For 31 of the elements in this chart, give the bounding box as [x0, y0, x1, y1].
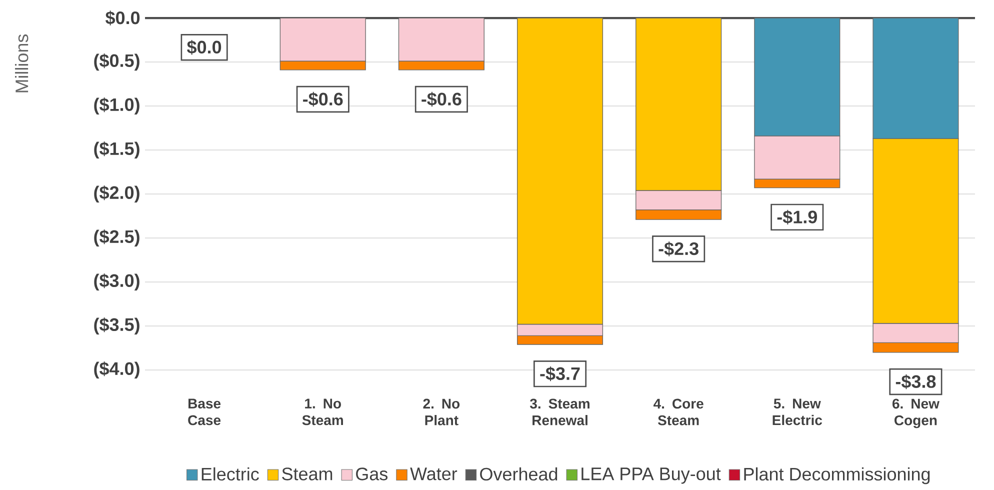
legend-label: LEA PPA Buy-out — [582, 468, 721, 484]
y-tick-label: ($3.5) — [94, 317, 140, 335]
y-tick-label: ($1.0) — [94, 97, 140, 115]
y-axis-title: Millions — [15, 34, 28, 92]
legend-label: Water — [410, 468, 458, 480]
total-label: -$2.3 — [658, 242, 698, 256]
total-label: -$0.6 — [303, 92, 343, 107]
total-label: $0.0 — [187, 40, 222, 55]
x-tick-label: 4. Core Steam — [654, 398, 704, 426]
y-tick-label: ($2.5) — [94, 229, 140, 247]
y-tick-label: ($3.0) — [94, 273, 140, 291]
legend-label: Gas — [356, 468, 388, 480]
x-tick-label: Base Case — [188, 398, 221, 426]
y-tick-label: ($1.5) — [94, 141, 140, 159]
y-tick-label: ($4.0) — [94, 361, 140, 379]
x-tick-label: 5. New Electric — [772, 398, 822, 426]
x-tick-label: 6. New Cogen — [892, 398, 940, 428]
x-tick-label: 3. Steam Renewal — [530, 398, 590, 426]
x-tick-label: 1. No Steam — [302, 398, 343, 426]
y-tick-label: ($0.5) — [94, 53, 140, 71]
legend-label: Plant Decommissioning — [744, 467, 930, 484]
y-tick-label: $0.0 — [105, 10, 140, 26]
total-label: -$3.8 — [896, 374, 936, 390]
y-tick-label: ($2.0) — [94, 185, 140, 203]
x-tick-label: 2. No Plant — [423, 398, 460, 426]
total-label: -$3.7 — [540, 366, 580, 382]
legend-label: Overhead — [480, 467, 558, 481]
legend-label: Steam — [282, 468, 332, 480]
total-label: -$0.6 — [422, 92, 462, 107]
total-label: -$1.9 — [777, 210, 817, 225]
legend-label: Electric — [202, 467, 259, 481]
